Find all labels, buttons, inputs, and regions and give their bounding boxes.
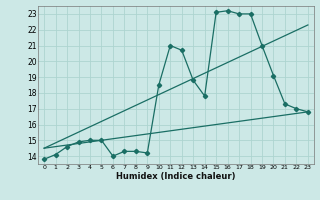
X-axis label: Humidex (Indice chaleur): Humidex (Indice chaleur) <box>116 172 236 181</box>
